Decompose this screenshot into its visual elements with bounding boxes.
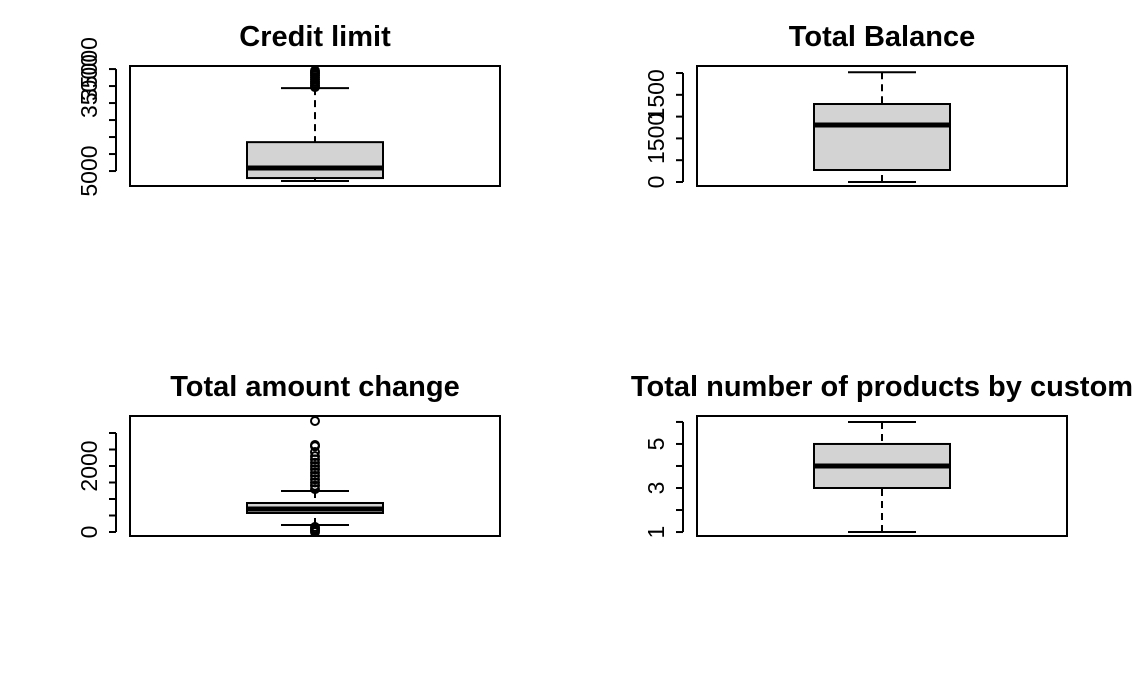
outlier [310,457,320,468]
box [813,103,951,172]
y-tick-label: 5000 [76,145,102,196]
outlier [310,447,320,458]
y-tick-label: 1 [643,526,669,539]
box [246,141,384,180]
y-tick-label: 2000 [76,440,102,491]
y-tick-label: 5 [643,438,669,451]
outlier [310,464,320,475]
y-tick-label: 0 [76,526,102,539]
outlier [310,461,320,471]
outlier [310,480,320,491]
y-tick-label: 0 [643,176,669,189]
outlier [310,440,320,451]
outlier [310,65,320,76]
y-tick-label: 3 [643,482,669,495]
y-tick-label: 35000 [76,37,102,101]
outlier [310,477,320,488]
outlier [310,470,320,481]
chart-title: Total Balance [789,21,975,53]
outlier [310,522,320,533]
y-tick-label: 35000 [76,54,102,118]
outlier [310,484,320,495]
chart-title: Total number of products by custom [631,371,1133,403]
y-tick-label: 1500 [643,113,669,164]
y-tick-label: 1500 [643,69,669,120]
chart-title: Credit limit [239,21,391,53]
outlier [310,451,320,462]
plot-frame [696,415,1068,537]
outlier [310,474,320,485]
outlier [310,415,320,426]
outlier [310,467,320,478]
chart-title: Total amount change [170,371,459,403]
plot-frame [696,65,1068,187]
